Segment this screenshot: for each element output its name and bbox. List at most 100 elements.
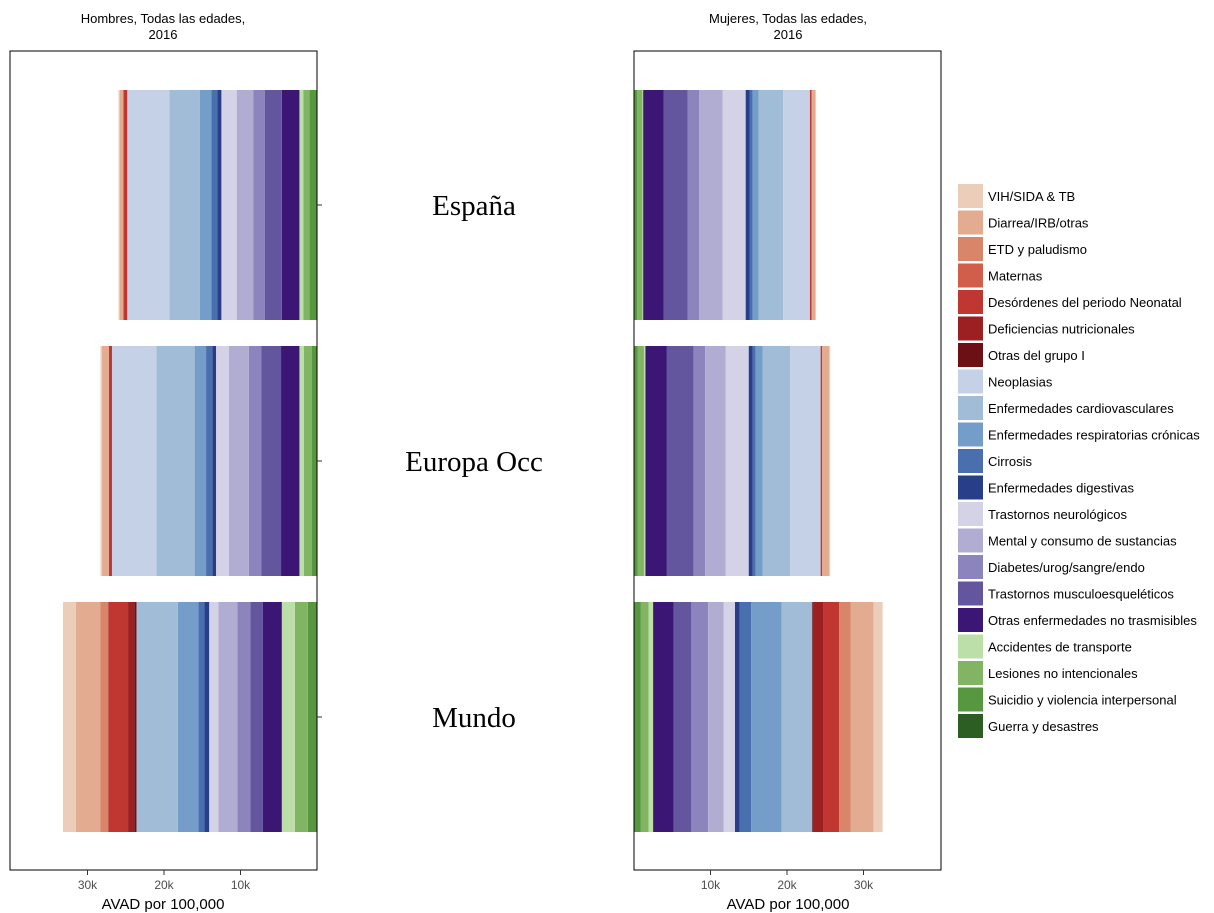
bar-segment-right-mundo-trastornos-musculoesqueleticos	[673, 602, 692, 832]
bar-segment-right-mundo-etd-y-paludismo	[839, 602, 851, 832]
bar-segment-right-europa-occ-enfermedades-digestivas	[748, 346, 753, 576]
legend-swatch	[958, 316, 983, 341]
bar-segment-left-espana-vih-sida-tb	[118, 90, 120, 320]
bar-segment-left-europa-occ-enfermedades-respiratorias-cronicas	[194, 346, 207, 576]
bar-segment-right-europa-occ-desordenes-del-periodo-neonatal	[820, 346, 823, 576]
bar-segment-right-espana-otras-enfermedades-no-trasmisibles	[643, 90, 664, 320]
bar-segment-right-espana-vih-sida-tb	[815, 90, 817, 320]
legend-item-mental-y-consumo-de-sustancias: Mental y consumo de sustancias	[958, 528, 1177, 553]
bar-segment-left-europa-occ-vih-sida-tb	[100, 346, 103, 576]
legend-swatch	[958, 369, 983, 394]
legend-item-neoplasias: Neoplasias	[958, 369, 1053, 394]
bar-segment-left-europa-occ-suicidio-y-violencia-interpersonal	[311, 346, 317, 576]
bar-segment-left-europa-occ-lesiones-no-intencionales	[303, 346, 312, 576]
bar-segment-right-mundo-deficiencias-nutricionales	[813, 602, 824, 832]
bar-segment-left-europa-occ-enfermedades-digestivas	[212, 346, 217, 576]
bar-segment-right-espana-trastornos-neurologicos	[722, 90, 746, 320]
legend-swatch	[958, 581, 983, 606]
x-tick-label: 20k	[154, 878, 174, 892]
legend-swatch	[958, 396, 983, 420]
bar-segment-left-espana-cirrosis	[211, 90, 218, 320]
bar-segment-left-mundo-desordenes-del-periodo-neonatal	[108, 602, 129, 832]
legend-label: Diarrea/IRB/otras	[988, 216, 1089, 231]
legend-item-etd-y-paludismo: ETD y paludismo	[958, 237, 1087, 261]
legend-item-trastornos-musculoesqueleticos: Trastornos musculoesqueléticos	[958, 581, 1174, 606]
bar-segment-right-espana-mental-y-consumo-de-sustancias	[699, 90, 723, 320]
bar-segment-left-europa-occ-enfermedades-cardiovasculares	[156, 346, 195, 576]
bar-segment-right-mundo-otras-del-grupo-i	[812, 602, 814, 832]
bar-segment-right-mundo-diabetes-urog-sangre-endo	[691, 602, 709, 832]
x-tick-label: 10k	[701, 878, 721, 892]
bar-segment-left-espana-enfermedades-digestivas	[217, 90, 222, 320]
legend-swatch	[958, 449, 983, 473]
left-y-ticks	[317, 204, 322, 718]
bar-segment-left-espana-diarrea-irb-otras	[119, 90, 124, 320]
legend-label: Suicidio y violencia interpersonal	[988, 693, 1177, 708]
bar-segment-left-espana-enfermedades-respiratorias-cronicas	[199, 90, 212, 320]
x-tick-label: 30k	[854, 878, 874, 892]
bar-segment-left-mundo-lesiones-no-intencionales	[294, 602, 308, 832]
bar-segment-left-mundo-enfermedades-digestivas	[204, 602, 210, 832]
right-x-ticks: 10k 20k 30k	[701, 870, 874, 892]
bar-segment-right-espana-diarrea-irb-otras	[811, 90, 816, 320]
bar-segment-right-europa-occ-neoplasias	[790, 346, 821, 576]
legend-swatch	[958, 502, 983, 526]
legend-swatch	[958, 661, 983, 685]
bar-segment-left-espana-trastornos-neurologicos	[221, 90, 237, 320]
bar-segment-left-espana-accidentes-de-transporte	[299, 90, 304, 320]
legend-swatch	[958, 528, 983, 553]
bar-segment-left-mundo-vih-sida-tb	[63, 602, 77, 832]
bar-segment-left-espana-lesiones-no-intencionales	[303, 90, 310, 320]
legend-swatch	[958, 475, 983, 500]
bar-segment-right-mundo-otras-enfermedades-no-trasmisibles	[653, 602, 674, 832]
left-x-axis-title: AVAD por 100,000	[102, 896, 225, 913]
bar-segment-right-espana-enfermedades-digestivas	[745, 90, 750, 320]
bar-segment-right-espana-trastornos-musculoesqueleticos	[663, 90, 688, 320]
bar-segment-left-espana-suicidio-y-violencia-interpersonal	[309, 90, 317, 320]
legend-item-enfermedades-digestivas: Enfermedades digestivas	[958, 475, 1134, 500]
bar-segment-right-mundo-enfermedades-digestivas	[734, 602, 740, 832]
legend-label: Desórdenes del periodo Neonatal	[988, 295, 1182, 310]
bar-segment-right-mundo-trastornos-neurologicos	[723, 602, 735, 832]
legend-item-enfermedades-respiratorias-cronicas: Enfermedades respiratorias crónicas	[958, 422, 1200, 447]
bar-segment-left-mundo-otras-del-grupo-i	[134, 602, 137, 832]
left-panel-bars	[63, 90, 317, 832]
bar-segment-left-europa-occ-accidentes-de-transporte	[299, 346, 304, 576]
bar-segment-left-espana-desordenes-del-periodo-neonatal	[123, 90, 128, 320]
left-panel-title-line2: 2016	[149, 27, 178, 42]
bar-segment-right-mundo-suicidio-y-violencia-interpersonal	[634, 602, 641, 832]
bar-segment-left-espana-mental-y-consumo-de-sustancias	[236, 90, 254, 320]
legend-label: ETD y paludismo	[988, 242, 1087, 257]
legend-item-trastornos-neurologicos: Trastornos neurológicos	[958, 502, 1127, 526]
bar-segment-left-mundo-diarrea-irb-otras	[76, 602, 101, 832]
legend-label: VIH/SIDA & TB	[988, 189, 1075, 204]
legend: VIH/SIDA & TB Diarrea/IRB/otras ETD y palu…	[958, 184, 1200, 738]
bar-segment-right-mundo-vih-sida-tb	[873, 602, 883, 832]
legend-swatch	[958, 608, 983, 632]
legend-swatch	[958, 343, 983, 367]
legend-item-desordenes-del-periodo-neonatal: Desórdenes del periodo Neonatal	[958, 290, 1182, 314]
legend-label: Lesiones no intencionales	[988, 666, 1138, 681]
bar-segment-right-europa-occ-suicidio-y-violencia-interpersonal	[634, 346, 638, 576]
bar-segment-right-mundo-diarrea-irb-otras	[850, 602, 874, 832]
legend-swatch	[958, 290, 983, 314]
bar-segment-right-mundo-enfermedades-cardiovasculares	[781, 602, 813, 832]
legend-swatch	[958, 687, 983, 712]
legend-swatch	[958, 555, 983, 579]
bar-segment-right-espana-cirrosis	[749, 90, 753, 320]
bar-segment-right-europa-occ-trastornos-musculoesqueleticos	[666, 346, 694, 576]
bar-segment-left-mundo-trastornos-neurologicos	[209, 602, 219, 832]
bar-segment-right-europa-occ-accidentes-de-transporte	[643, 346, 646, 576]
legend-label: Enfermedades cardiovasculares	[988, 401, 1174, 416]
region-label-mundo: Mundo	[432, 702, 516, 734]
bar-segment-left-mundo-mental-y-consumo-de-sustancias	[218, 602, 238, 832]
legend-swatch	[958, 237, 983, 261]
bar-segment-right-mundo-lesiones-no-intencionales	[640, 602, 649, 832]
bar-segment-right-mundo-cirrosis	[739, 602, 752, 832]
region-labels: España Europa Occ Mundo	[405, 190, 543, 734]
legend-swatch	[958, 634, 983, 659]
bar-segment-left-mundo-cirrosis	[198, 602, 205, 832]
bar-segment-right-espana-neoplasias	[783, 90, 810, 320]
bar-segment-left-europa-occ-trastornos-musculoesqueleticos	[261, 346, 282, 576]
x-tick-label: 20k	[777, 878, 797, 892]
